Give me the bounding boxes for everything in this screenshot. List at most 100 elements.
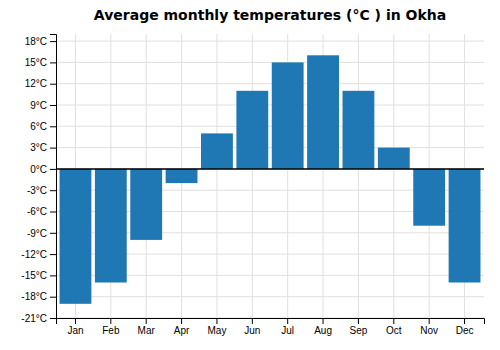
y-tick-label: -15°C bbox=[21, 270, 47, 281]
y-tick-label: -21°C bbox=[21, 313, 47, 324]
x-tick-label: Aug bbox=[314, 325, 332, 336]
y-tick: 0°C bbox=[30, 164, 56, 175]
y-tick-mark bbox=[50, 254, 56, 255]
y-tick-label: -6°C bbox=[27, 206, 47, 217]
x-tick: Aug bbox=[314, 318, 332, 336]
x-tick-mark bbox=[393, 318, 394, 324]
y-tick-label: 12°C bbox=[25, 78, 47, 89]
x-tick: Dec bbox=[456, 318, 474, 336]
y-tick: -9°C bbox=[27, 228, 56, 239]
x-tick-mark bbox=[464, 318, 465, 324]
y-tick-mark bbox=[50, 105, 56, 106]
x-tick: Jan bbox=[67, 318, 83, 336]
grid-line bbox=[252, 34, 253, 318]
y-tick: -12°C bbox=[21, 249, 56, 260]
bar bbox=[449, 169, 481, 283]
x-tick-mark bbox=[287, 318, 288, 324]
x-tick: May bbox=[207, 318, 226, 336]
bar bbox=[130, 169, 162, 240]
x-tick-label: Nov bbox=[420, 325, 438, 336]
y-tick-label: -18°C bbox=[21, 291, 47, 302]
bar bbox=[95, 169, 127, 283]
x-tick-label: May bbox=[207, 325, 226, 336]
grid-line bbox=[56, 168, 484, 169]
y-tick: -15°C bbox=[21, 270, 56, 281]
y-tick-label: -12°C bbox=[21, 249, 47, 260]
x-tick-label: Apr bbox=[174, 325, 190, 336]
bar bbox=[413, 169, 445, 226]
zero-line bbox=[56, 168, 484, 170]
grid bbox=[56, 34, 484, 318]
y-tick-mark bbox=[50, 41, 56, 42]
y-tick-mark bbox=[50, 190, 56, 191]
grid-line bbox=[393, 34, 394, 318]
bar bbox=[60, 169, 92, 304]
y-tick-mark bbox=[50, 126, 56, 127]
y-tick: 12°C bbox=[25, 78, 56, 89]
title: Average monthly temperatures (°C ) in Ok… bbox=[94, 7, 446, 23]
bar bbox=[343, 91, 375, 169]
bar bbox=[272, 62, 304, 168]
y-tick-mark bbox=[50, 318, 56, 319]
x-tick-label: Jun bbox=[244, 325, 260, 336]
bar bbox=[378, 148, 410, 169]
y-tick-mark bbox=[50, 233, 56, 234]
x-tick-mark bbox=[181, 318, 182, 324]
x-tick-mark bbox=[216, 318, 217, 324]
grid-line bbox=[56, 62, 484, 63]
x-tick: Jul bbox=[281, 318, 294, 336]
x-tick-mark bbox=[429, 318, 430, 324]
y-tick: 3°C bbox=[30, 142, 56, 153]
y-tick-label: 3°C bbox=[30, 142, 47, 153]
y-tick: 9°C bbox=[30, 100, 56, 111]
y-tick-mark bbox=[50, 84, 56, 85]
y-axis: -21°C -18°C -15°C -12°C -9°C -6°C -3°C 0°C 3°C 6°… bbox=[21, 35, 56, 324]
x-tick-label: Sep bbox=[350, 325, 368, 336]
x-axis-line bbox=[57, 319, 485, 325]
y-tick: 15°C bbox=[25, 57, 56, 68]
y-tick-label: -3°C bbox=[27, 185, 47, 196]
x-tick-mark bbox=[358, 318, 359, 324]
bar bbox=[166, 169, 198, 183]
x-tick-mark bbox=[146, 318, 147, 324]
x-tick-label: Jan bbox=[67, 325, 83, 336]
y-tick-mark bbox=[50, 148, 56, 149]
y-tick-label: 6°C bbox=[30, 121, 47, 132]
grid-line bbox=[56, 147, 484, 148]
y-tick-label: -9°C bbox=[27, 228, 47, 239]
y-tick: -18°C bbox=[21, 291, 56, 302]
x-tick: Apr bbox=[174, 318, 190, 336]
y-tick-label: 15°C bbox=[25, 57, 47, 68]
y-tick-mark bbox=[50, 275, 56, 276]
grid-line bbox=[56, 296, 484, 297]
x-tick: Jun bbox=[244, 318, 260, 336]
y-tick-label: 0°C bbox=[30, 164, 47, 175]
grid-line bbox=[216, 34, 217, 318]
grid-line bbox=[56, 83, 484, 84]
y-tick-mark bbox=[50, 169, 56, 170]
x-tick: Sep bbox=[350, 318, 368, 336]
bar bbox=[307, 55, 339, 169]
grid-line bbox=[56, 126, 484, 127]
bars bbox=[60, 55, 481, 303]
x-tick-mark bbox=[75, 318, 76, 324]
y-tick-mark bbox=[50, 212, 56, 213]
bar bbox=[236, 91, 268, 169]
x-axis: Jan Feb Mar Apr May Jun Jul Aug Sep Oct Nov Dec bbox=[57, 318, 485, 336]
x-tick-label: Jul bbox=[281, 325, 294, 336]
y-axis-line bbox=[50, 35, 57, 319]
y-tick-mark bbox=[50, 62, 56, 63]
x-tick-label: Mar bbox=[138, 325, 156, 336]
x-tick: Mar bbox=[138, 318, 156, 336]
grid-line bbox=[56, 41, 484, 42]
plot: Jan Feb Mar Apr May Jun Jul Aug Sep Oct Nov Dec -21°… bbox=[21, 34, 484, 336]
y-tick: -3°C bbox=[27, 185, 56, 196]
grid-line bbox=[56, 105, 484, 106]
x-tick: Oct bbox=[386, 318, 402, 336]
y-tick-label: 9°C bbox=[30, 100, 47, 111]
x-tick-label: Feb bbox=[102, 325, 120, 336]
y-tick-mark bbox=[50, 297, 56, 298]
y-tick: 6°C bbox=[30, 121, 56, 132]
x-tick-label: Dec bbox=[456, 325, 474, 336]
grid-line bbox=[358, 34, 359, 318]
